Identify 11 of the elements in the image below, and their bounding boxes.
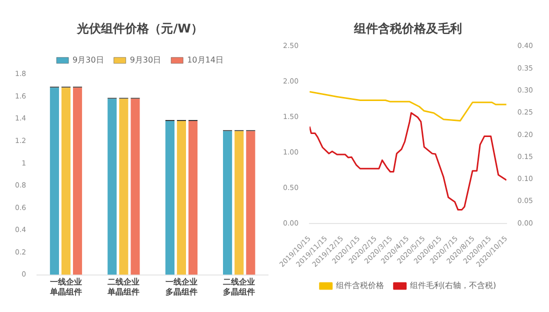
x-tick-label: 一线企业单晶组件 <box>48 278 82 296</box>
x-tick-label: 二线企业单晶组件 <box>106 278 140 296</box>
x-tick-label: 一线企业多晶组件 <box>165 278 198 296</box>
legend-label: 组件毛利(右轴，不含税) <box>410 281 496 290</box>
chart-title: 光伏组件价格（元/W） <box>76 21 203 36</box>
legend-label: 10月14日 <box>187 55 224 64</box>
x-tick-label: 二线企业多晶组件 <box>223 278 256 296</box>
legend-label: 9月30日 <box>130 55 162 64</box>
legend-label: 9月30日 <box>72 55 104 64</box>
chart-title: 组件含税价格及毛利 <box>353 21 462 36</box>
legend-label: 组件含税价格 <box>336 281 384 290</box>
